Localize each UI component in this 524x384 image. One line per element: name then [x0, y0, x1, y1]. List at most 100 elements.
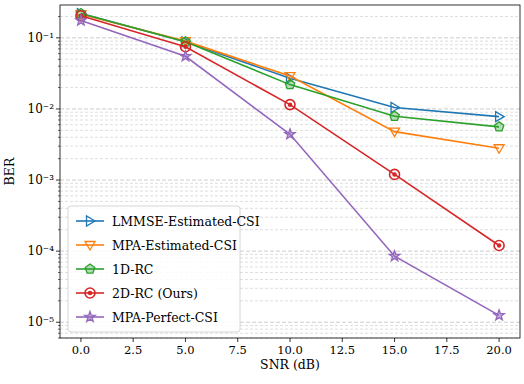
minor-tick	[58, 300, 60, 301]
minor-tick	[58, 258, 60, 259]
minor-grid-line	[60, 53, 520, 54]
minor-grid-line	[60, 59, 520, 60]
minor-tick	[58, 44, 60, 45]
tick	[56, 251, 60, 252]
minor-tick	[58, 229, 60, 230]
minor-tick	[58, 158, 60, 159]
tick-label: 20.0	[486, 343, 512, 357]
minor-tick	[58, 66, 60, 67]
minor-tick	[58, 124, 60, 125]
legend-line	[76, 244, 104, 246]
tick	[80, 338, 81, 342]
minor-grid-line	[60, 333, 520, 334]
legend-marker	[85, 264, 95, 273]
minor-tick	[58, 146, 60, 147]
data-point	[494, 310, 504, 320]
minor-grid-line	[60, 41, 520, 42]
minor-tick	[58, 137, 60, 138]
minor-tick	[58, 115, 60, 116]
minor-tick	[58, 59, 60, 60]
data-point	[180, 51, 190, 61]
minor-tick	[58, 254, 60, 255]
minor-tick	[58, 325, 60, 326]
minor-grid-line	[60, 115, 520, 116]
data-point	[494, 241, 504, 251]
minor-grid-line	[60, 158, 520, 159]
grid-line	[60, 180, 520, 181]
legend-label: LMMSE-Estimated-CSI	[112, 214, 260, 229]
minor-grid-line	[60, 191, 520, 192]
series	[76, 11, 504, 251]
tick-label: 10⁻¹	[28, 31, 54, 45]
series	[76, 9, 504, 131]
marker-dot	[183, 45, 188, 50]
legend-label: 1D-RC	[112, 262, 153, 277]
minor-tick	[58, 266, 60, 267]
minor-tick	[58, 130, 60, 131]
minor-tick	[58, 119, 60, 120]
data-point	[494, 145, 504, 154]
tick	[56, 322, 60, 323]
tick	[342, 338, 343, 342]
tick	[446, 338, 447, 342]
series	[76, 15, 505, 320]
minor-tick	[58, 333, 60, 334]
series	[77, 9, 504, 122]
minor-tick	[58, 338, 60, 339]
tick-label: 17.5	[434, 343, 460, 357]
minor-tick	[58, 48, 60, 49]
tick	[56, 108, 60, 109]
legend-label: MPA-Estimated-CSI	[112, 238, 237, 253]
tick	[56, 37, 60, 38]
minor-tick	[58, 262, 60, 263]
tick-label: 10⁻⁵	[28, 315, 55, 329]
minor-grid-line	[60, 16, 520, 17]
data-point	[390, 111, 400, 120]
minor-tick	[58, 41, 60, 42]
minor-grid-line	[60, 186, 520, 187]
minor-tick	[58, 329, 60, 330]
data-point	[391, 102, 400, 112]
minor-grid-line	[60, 195, 520, 196]
tick	[185, 338, 186, 342]
plot-frame	[60, 5, 520, 338]
minor-tick	[58, 217, 60, 218]
tick	[133, 338, 134, 342]
tick-label: 5.0	[176, 343, 194, 357]
legend: LMMSE-Estimated-CSI MPA-Estimated-CSI 1D-R…	[68, 206, 260, 332]
series	[76, 11, 504, 154]
minor-grid-line	[60, 146, 520, 147]
tick-label: 10⁻³	[28, 173, 55, 187]
legend-marker	[87, 216, 96, 226]
legend-line	[76, 220, 104, 222]
legend-marker	[85, 288, 95, 298]
minor-tick	[58, 208, 60, 209]
minor-grid-line	[60, 183, 520, 184]
marker-dot	[497, 243, 502, 248]
minor-tick	[58, 288, 60, 289]
marker-dot	[88, 291, 93, 296]
data-point	[285, 80, 295, 89]
series-line	[81, 14, 499, 127]
tick-label: 2.5	[124, 343, 142, 357]
tick	[290, 338, 291, 342]
minor-grid-line	[60, 201, 520, 202]
x-axis: 0.02.55.07.510.012.515.017.520.0	[72, 338, 512, 357]
minor-tick	[58, 201, 60, 202]
minor-tick	[58, 191, 60, 192]
legend-marker	[85, 312, 95, 322]
legend-marker	[85, 242, 95, 251]
marker-dot	[288, 102, 293, 107]
data-point	[390, 169, 400, 179]
plot-area	[76, 9, 505, 320]
minor-tick	[58, 279, 60, 280]
y-axis: 10⁻⁵10⁻⁴10⁻³10⁻²10⁻¹	[28, 16, 60, 338]
data-point	[76, 15, 86, 25]
data-point	[285, 129, 295, 139]
minor-grid-line	[60, 44, 520, 45]
legend-label: MPA-Perfect-CSI	[112, 310, 218, 325]
data-point	[389, 251, 399, 261]
tick-label: 15.0	[382, 343, 408, 357]
minor-tick	[58, 16, 60, 17]
data-point	[494, 122, 504, 131]
